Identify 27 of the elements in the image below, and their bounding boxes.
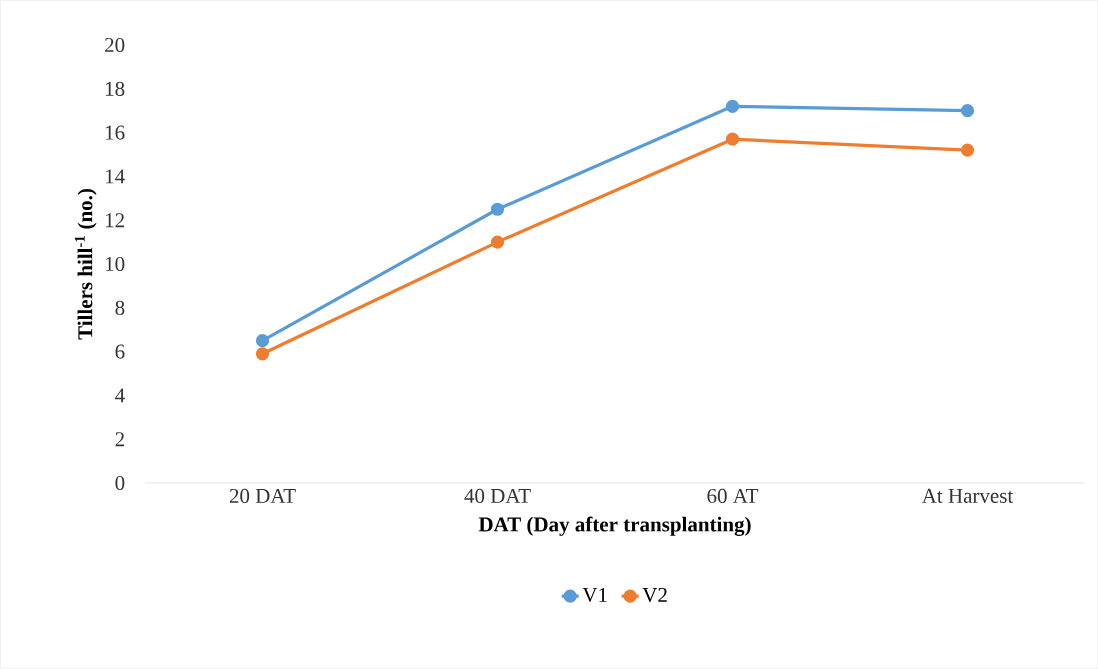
x-tick-label: 60 AT	[707, 488, 759, 504]
point	[490, 235, 505, 249]
x-axis-title: DAT (Day after transplanting)	[478, 516, 751, 536]
y-tick-label: 10	[105, 256, 125, 272]
y-axis-title: Tillers hill$^{-1}$ (no.)	[74, 189, 97, 340]
legend-label: V2	[642, 587, 667, 603]
y-tick-label: 18	[105, 81, 125, 96]
point	[725, 99, 740, 113]
x-tick-label: At Harvest	[921, 488, 1014, 503]
legend-label: V1	[582, 587, 607, 603]
y-tick-label: 0	[115, 475, 125, 491]
y-tick-label: 16	[105, 125, 125, 140]
point	[490, 202, 505, 216]
y-tick-label: 6	[115, 344, 125, 359]
point	[725, 132, 740, 146]
point	[960, 104, 975, 118]
y-tick-label: 8	[115, 300, 125, 315]
point	[960, 143, 975, 157]
y-tick-label: 2	[115, 432, 124, 447]
y-tick-label: 14	[105, 169, 125, 184]
point	[255, 347, 270, 361]
y-tick-label: 12	[105, 213, 124, 228]
point	[255, 334, 270, 348]
y-tick-label: 4	[115, 388, 125, 403]
x-tick-label: 20 DAT	[229, 488, 296, 504]
x-tick-label: 40 DAT	[464, 488, 531, 504]
y-tick-label: 20	[105, 37, 125, 53]
